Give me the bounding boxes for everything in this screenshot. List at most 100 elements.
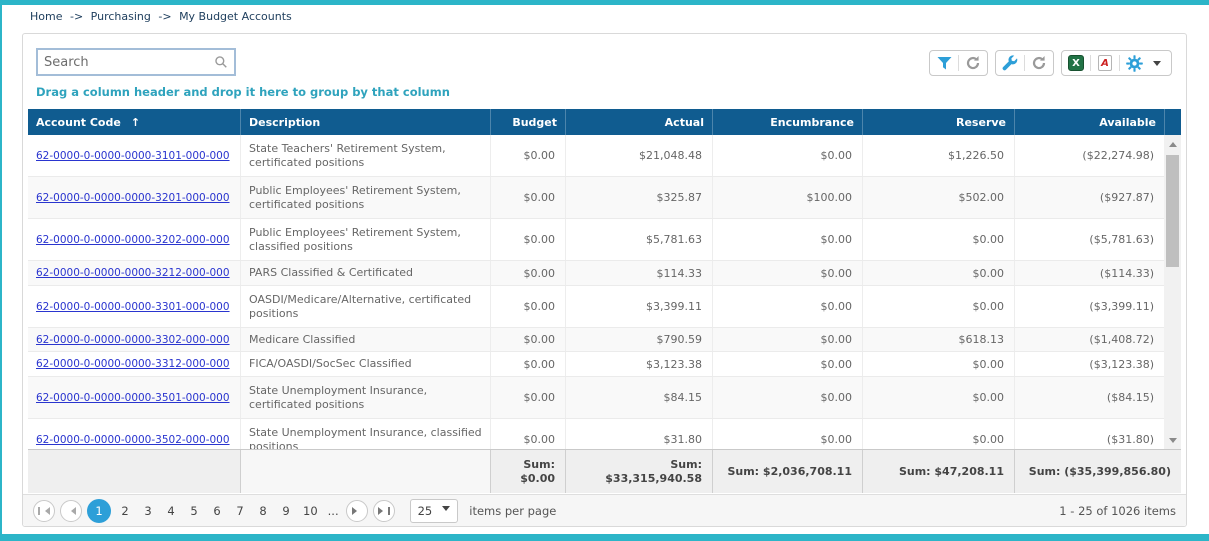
refresh-button[interactable] [1030, 53, 1048, 73]
budget-cell: $0.00 [490, 261, 565, 285]
encumbrance-cell: $0.00 [712, 328, 862, 351]
scrollbar-thumb[interactable] [1166, 155, 1179, 267]
breadcrumb-purchasing[interactable]: Purchasing [90, 10, 151, 23]
available-cell: ($22,274.98) [1014, 135, 1164, 176]
description-cell: PARS Classified & Certificated [240, 261, 490, 285]
grid-body: 62-0000-0-0000-0000-3101-000-000 State T… [28, 135, 1181, 449]
description-cell: Public Employees' Retirement System, cla… [240, 219, 490, 260]
account-code-link[interactable]: 62-0000-0-0000-0000-3502-000-000 [36, 433, 230, 446]
triangle-right-icon [377, 506, 387, 515]
actual-cell: $325.87 [565, 177, 712, 218]
items-range-label: 1 - 25 of 1026 items [1059, 503, 1176, 518]
available-cell: ($31.80) [1014, 419, 1164, 449]
table-row: 62-0000-0-0000-0000-3301-000-000 OASDI/M… [28, 286, 1164, 328]
toolbar-divider [958, 55, 959, 71]
tools-button[interactable] [1001, 53, 1019, 73]
page-button-current[interactable]: 1 [87, 498, 111, 523]
account-code-link[interactable]: 62-0000-0-0000-0000-3302-000-000 [36, 333, 230, 346]
filter-button[interactable] [935, 53, 953, 73]
scroll-up-button[interactable] [1164, 135, 1181, 152]
page-button[interactable]: 10 [303, 503, 318, 518]
account-code-link[interactable]: 62-0000-0-0000-0000-3202-000-000 [36, 233, 230, 246]
chevron-down-icon [442, 506, 451, 515]
page-size-dropdown[interactable]: 25 [409, 498, 459, 523]
top-accent-bar [0, 0, 1209, 5]
grid-settings-button[interactable] [1125, 53, 1143, 73]
page-button[interactable]: 6 [213, 503, 221, 518]
page-button[interactable]: 4 [167, 503, 175, 518]
export-excel-button[interactable] [1067, 53, 1085, 73]
table-row: 62-0000-0-0000-0000-3502-000-000 State U… [28, 419, 1164, 449]
available-cell: ($3,399.11) [1014, 286, 1164, 327]
budget-cell: $0.00 [490, 177, 565, 218]
actual-cell: $790.59 [565, 328, 712, 351]
account-code-link[interactable]: 62-0000-0-0000-0000-3501-000-000 [36, 391, 230, 404]
column-label: Description [249, 115, 321, 129]
first-page-button[interactable] [33, 499, 55, 522]
search-icon [215, 56, 227, 68]
previous-page-button[interactable] [60, 499, 82, 522]
vertical-scrollbar[interactable] [1164, 135, 1181, 449]
breadcrumb-home[interactable]: Home [30, 10, 63, 23]
table-row: 62-0000-0-0000-0000-3101-000-000 State T… [28, 135, 1164, 177]
account-code-link[interactable]: 62-0000-0-0000-0000-3312-000-000 [36, 358, 230, 370]
page-size-value: 25 [417, 503, 433, 518]
triangle-left-icon [67, 506, 76, 515]
toolbar-more-button[interactable] [1148, 53, 1166, 73]
column-header-reserve[interactable]: Reserve [862, 109, 1014, 135]
group-by-hint: Drag a column header and drop it here to… [36, 85, 450, 99]
grid-toolbar [929, 50, 1172, 76]
column-header-description[interactable]: Description [240, 109, 490, 135]
actual-cell: $114.33 [565, 261, 712, 285]
actual-cell: $3,399.11 [565, 286, 712, 327]
encumbrance-cell: $0.00 [712, 261, 862, 285]
export-pdf-button[interactable] [1096, 53, 1114, 73]
sort-asc-icon: ↑ [130, 115, 141, 129]
actual-cell: $84.15 [565, 377, 712, 418]
page-button[interactable]: 2 [121, 503, 129, 518]
search-box [36, 48, 236, 76]
account-code-link[interactable]: 62-0000-0-0000-0000-3301-000-000 [36, 300, 230, 313]
budget-cell: $0.00 [490, 352, 565, 376]
items-per-page-label: items per page [469, 503, 557, 518]
encumbrance-cell: $0.00 [712, 135, 862, 176]
sum-encumbrance: Sum: $2,036,708.11 [712, 450, 862, 493]
page-button[interactable]: 9 [282, 503, 290, 518]
scroll-down-button[interactable] [1164, 432, 1181, 449]
triangle-down-icon [1168, 437, 1177, 447]
table-row: 62-0000-0-0000-0000-3212-000-000 PARS Cl… [28, 261, 1164, 286]
encumbrance-cell: $0.00 [712, 286, 862, 327]
table-row: 62-0000-0-0000-0000-3312-000-000 FICA/OA… [28, 352, 1164, 377]
search-input[interactable] [44, 54, 214, 70]
column-header-available[interactable]: Available [1014, 109, 1164, 135]
clear-filter-button[interactable] [964, 53, 982, 73]
wrench-icon [1002, 55, 1018, 71]
page-button[interactable]: 5 [190, 503, 198, 518]
column-label: Actual [664, 115, 704, 129]
sum-actual: Sum: $33,315,940.58 [565, 450, 712, 493]
column-label: Account Code [36, 115, 121, 129]
account-code-link[interactable]: 62-0000-0-0000-0000-3201-000-000 [36, 191, 230, 204]
breadcrumb-my-budget-accounts[interactable]: My Budget Accounts [179, 10, 292, 23]
reserve-cell: $0.00 [862, 261, 1014, 285]
pager-ellipsis[interactable]: ... [327, 503, 339, 518]
triangle-right-icon [352, 506, 361, 515]
page-button[interactable]: 7 [236, 503, 244, 518]
budget-cell: $0.00 [490, 286, 565, 327]
available-cell: ($927.87) [1014, 177, 1164, 218]
last-page-button[interactable] [372, 499, 395, 522]
page-button[interactable]: 3 [144, 503, 152, 518]
column-header-encumbrance[interactable]: Encumbrance [712, 109, 862, 135]
account-code-link[interactable]: 62-0000-0-0000-0000-3101-000-000 [36, 149, 230, 162]
breadcrumb: Home -> Purchasing -> My Budget Accounts [30, 10, 292, 23]
column-label: Available [1099, 115, 1156, 129]
page-button[interactable]: 8 [259, 503, 267, 518]
column-header-budget[interactable]: Budget [490, 109, 565, 135]
account-code-link[interactable]: 62-0000-0-0000-0000-3212-000-000 [36, 267, 230, 279]
column-header-actual[interactable]: Actual [565, 109, 712, 135]
next-page-button[interactable] [345, 499, 368, 522]
description-cell: OASDI/Medicare/Alternative, certificated… [240, 286, 490, 327]
column-header-account-code[interactable]: Account Code ↑ [28, 109, 240, 135]
refresh-icon [1032, 56, 1046, 70]
header-scrollbar-filler [1164, 109, 1181, 135]
